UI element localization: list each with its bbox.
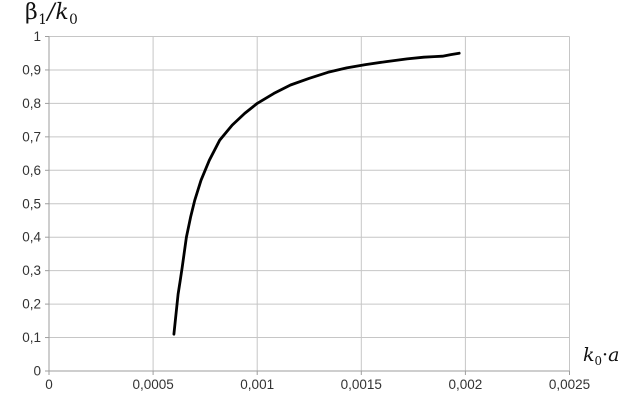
data-series-line: [172, 51, 461, 336]
y-tick-label: 0,8: [22, 96, 41, 111]
y-tick-label: 0,1: [22, 330, 41, 345]
title-slash: /: [47, 0, 56, 25]
x-axis-title: k0·a: [583, 344, 620, 369]
title-k-subscript: 0: [69, 11, 79, 28]
y-tick-label: 0,4: [22, 230, 41, 245]
x-tick-label: 0,001: [240, 377, 274, 392]
y-tick-label: 0,2: [22, 297, 41, 312]
x-tick-label: 0,002: [449, 377, 483, 392]
title-k: k: [55, 0, 70, 25]
xlabel-k: k: [583, 344, 595, 366]
y-tick-label: 1: [33, 29, 41, 44]
y-tick-label: 0,7: [22, 129, 41, 144]
title-beta: β: [25, 0, 39, 25]
y-tick-label: 0,5: [22, 196, 41, 211]
x-tick-label: 0,0015: [341, 377, 382, 392]
y-tick-label: 0,6: [22, 163, 41, 178]
y-axis-title: β1/k0: [25, 0, 79, 28]
y-tick-label: 0,9: [22, 62, 41, 77]
x-tick-label: 0,0005: [132, 377, 173, 392]
x-tick-label: 0,0025: [549, 377, 590, 392]
y-tick-label: 0: [33, 364, 41, 379]
xlabel-dot: ·: [602, 344, 609, 366]
y-tick-label: 0,3: [22, 263, 41, 278]
xlabel-a: a: [608, 344, 620, 366]
x-tick-label: 0: [45, 377, 53, 392]
xlabel-k-subscript: 0: [594, 354, 603, 369]
title-beta-subscript: 1: [38, 11, 48, 28]
